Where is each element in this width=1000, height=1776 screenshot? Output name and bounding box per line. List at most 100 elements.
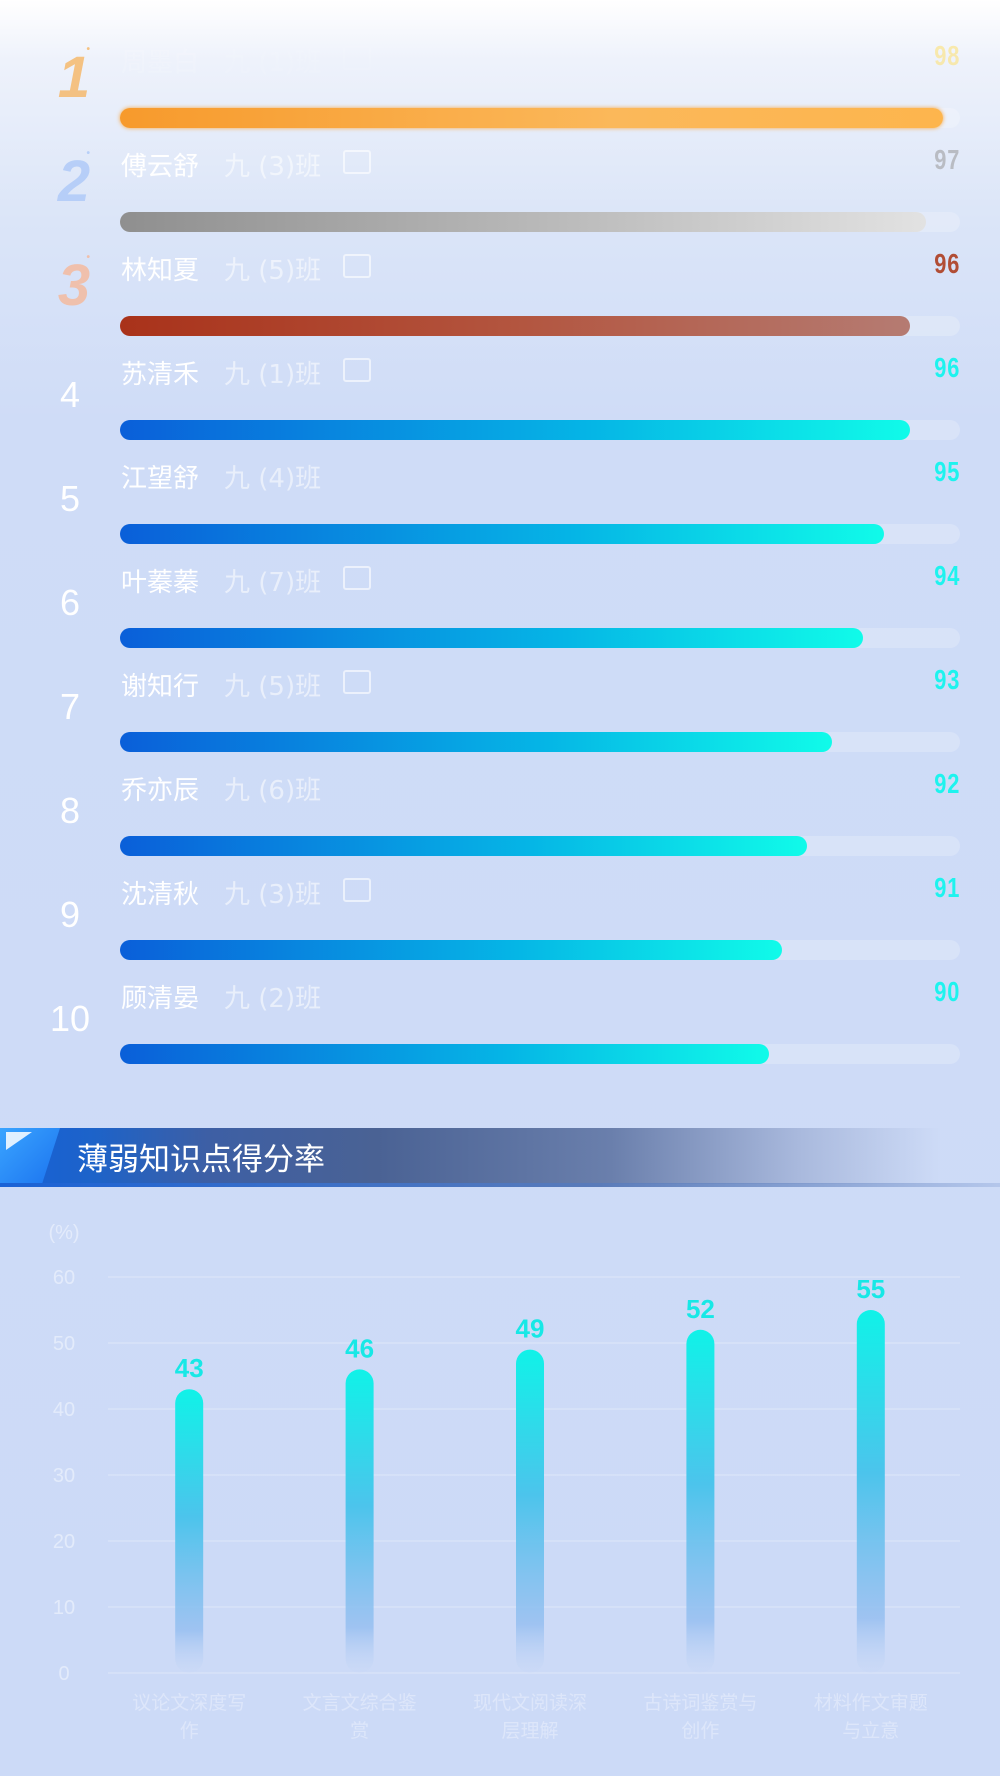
class-label: 九 (4)班 — [224, 464, 322, 494]
score-bar — [120, 836, 808, 856]
x-category-label: 文言文综合鉴 — [303, 1692, 417, 1714]
x-category-label: 赏 — [350, 1720, 369, 1742]
rank-medal-icon: 3 • — [57, 252, 91, 318]
score-value: 98 — [934, 40, 960, 71]
header-underline — [0, 1183, 1000, 1187]
rank-medal-icon: 2 • — [57, 148, 91, 214]
rank-number: 4 — [59, 374, 81, 415]
ranking-row: 4 苏清禾九 (1)班 96 — [0, 344, 1000, 448]
score-bar-track — [120, 420, 960, 440]
score-value: 95 — [934, 456, 960, 487]
tag-icon[interactable] — [343, 150, 371, 174]
tag-icon[interactable] — [343, 358, 371, 382]
bar-value-label: 43 — [175, 1353, 204, 1383]
score-bar — [120, 108, 944, 128]
ranking-row: 9 沈清秋九 (3)班 91 — [0, 864, 1000, 968]
ranking-row: 5 江望舒九 (4)班 95 — [0, 448, 1000, 552]
weak-points-chart: (%) 0 10 20 30 40 50 60 43 议论文深度写作 46 文言文综合鉴赏 49 现代文阅… — [0, 1200, 1000, 1776]
score-bar-track — [120, 732, 960, 752]
x-category-label: 古诗词鉴赏与 — [643, 1692, 757, 1714]
score-bar — [120, 732, 833, 752]
student-name: 江望舒 — [121, 464, 200, 494]
y-tick-label: 0 — [58, 1663, 69, 1685]
ranking-list: 1 • 周墨白九 (1)班 98 2 • 傅云舒九 (3)班 97 3 • 林知夏九 (5)班 96 4… — [0, 40, 1000, 1072]
score-bar-track — [120, 316, 960, 336]
x-category-label: 与立意 — [842, 1720, 899, 1742]
score-value: 97 — [934, 144, 960, 175]
x-category-label: 层理解 — [501, 1720, 558, 1742]
score-value: 90 — [934, 976, 960, 1007]
rank-number: 8 — [59, 790, 81, 831]
y-tick-label: 20 — [53, 1531, 75, 1553]
student-name: 林知夏 — [121, 256, 200, 286]
ranking-row: 3 • 林知夏九 (5)班 96 — [0, 240, 1000, 344]
class-label: 九 (1)班 — [224, 360, 322, 390]
section-header: 薄弱知识点得分率 — [0, 1128, 1000, 1190]
score-value: 91 — [934, 872, 960, 903]
score-bar — [120, 316, 910, 336]
student-name: 苏清禾 — [121, 360, 200, 390]
chart-bar — [516, 1349, 544, 1673]
student-name: 乔亦辰 — [121, 776, 200, 806]
section-title: 薄弱知识点得分率 — [77, 1142, 325, 1178]
ranking-row: 2 • 傅云舒九 (3)班 97 — [0, 136, 1000, 240]
score-bar-track — [120, 108, 960, 128]
sparkle-icon: • — [86, 252, 90, 263]
score-bar-track — [120, 212, 960, 232]
rank-number: 5 — [59, 478, 81, 519]
score-bar-track — [120, 1044, 960, 1064]
rank-number: 7 — [59, 686, 81, 727]
class-label: 九 (3)班 — [224, 152, 322, 182]
score-value: 92 — [934, 768, 960, 799]
chart-bar — [856, 1310, 885, 1673]
y-tick-label: 30 — [53, 1465, 75, 1487]
ranking-row: 6 叶蓁蓁九 (7)班 94 — [0, 552, 1000, 656]
x-category-label: 现代文阅读深 — [473, 1692, 587, 1714]
score-bar — [120, 1044, 770, 1064]
rank-number: 9 — [59, 894, 81, 935]
y-tick-label: 40 — [53, 1399, 75, 1421]
rank-medal-icon: 1 • — [57, 44, 91, 110]
score-bar — [120, 940, 782, 960]
class-label: 九 (5)班 — [224, 256, 322, 286]
score-bar — [120, 420, 910, 440]
bar-value-label: 55 — [856, 1274, 885, 1304]
tag-icon[interactable] — [343, 878, 371, 902]
x-category-label: 材料作文审题 — [814, 1692, 928, 1714]
x-category-label: 议论文深度写 — [132, 1692, 246, 1714]
score-value: 96 — [934, 352, 960, 383]
y-tick-label: 50 — [53, 1333, 75, 1355]
tag-icon[interactable] — [343, 566, 371, 590]
score-bar — [120, 524, 885, 544]
score-bar-track — [120, 940, 960, 960]
rank-number: 10 — [49, 998, 91, 1039]
ranking-row: 10 顾清晏九 (2)班 90 — [0, 968, 1000, 1072]
x-category-label: 作 — [180, 1720, 199, 1742]
bar-value-label: 46 — [345, 1333, 374, 1363]
rank-number: 6 — [59, 582, 81, 623]
class-label: 九 (1)班 — [224, 48, 322, 78]
tag-icon[interactable] — [343, 670, 371, 694]
tag-icon[interactable] — [343, 46, 371, 70]
score-bar — [120, 212, 927, 232]
bar-value-label: 49 — [516, 1314, 545, 1344]
student-name: 周墨白 — [121, 48, 200, 78]
score-value: 93 — [934, 664, 960, 695]
x-category-label: 创作 — [681, 1720, 719, 1742]
y-tick-label: 60 — [53, 1267, 75, 1289]
score-value: 96 — [934, 248, 960, 279]
student-name: 叶蓁蓁 — [121, 568, 200, 598]
sparkle-icon: • — [86, 44, 90, 55]
score-bar-track — [120, 836, 960, 856]
ranking-row: 8 乔亦辰九 (6)班 92 — [0, 760, 1000, 864]
sparkle-icon: • — [86, 148, 90, 159]
tag-icon[interactable] — [343, 254, 371, 278]
score-bar-track — [120, 524, 960, 544]
y-unit-label: (%) — [48, 1222, 79, 1244]
chart-bar — [175, 1389, 204, 1673]
class-label: 九 (5)班 — [224, 672, 322, 702]
class-label: 九 (2)班 — [224, 984, 322, 1014]
student-name: 傅云舒 — [121, 152, 200, 182]
score-value: 94 — [934, 560, 960, 591]
chart-bar — [686, 1329, 715, 1673]
